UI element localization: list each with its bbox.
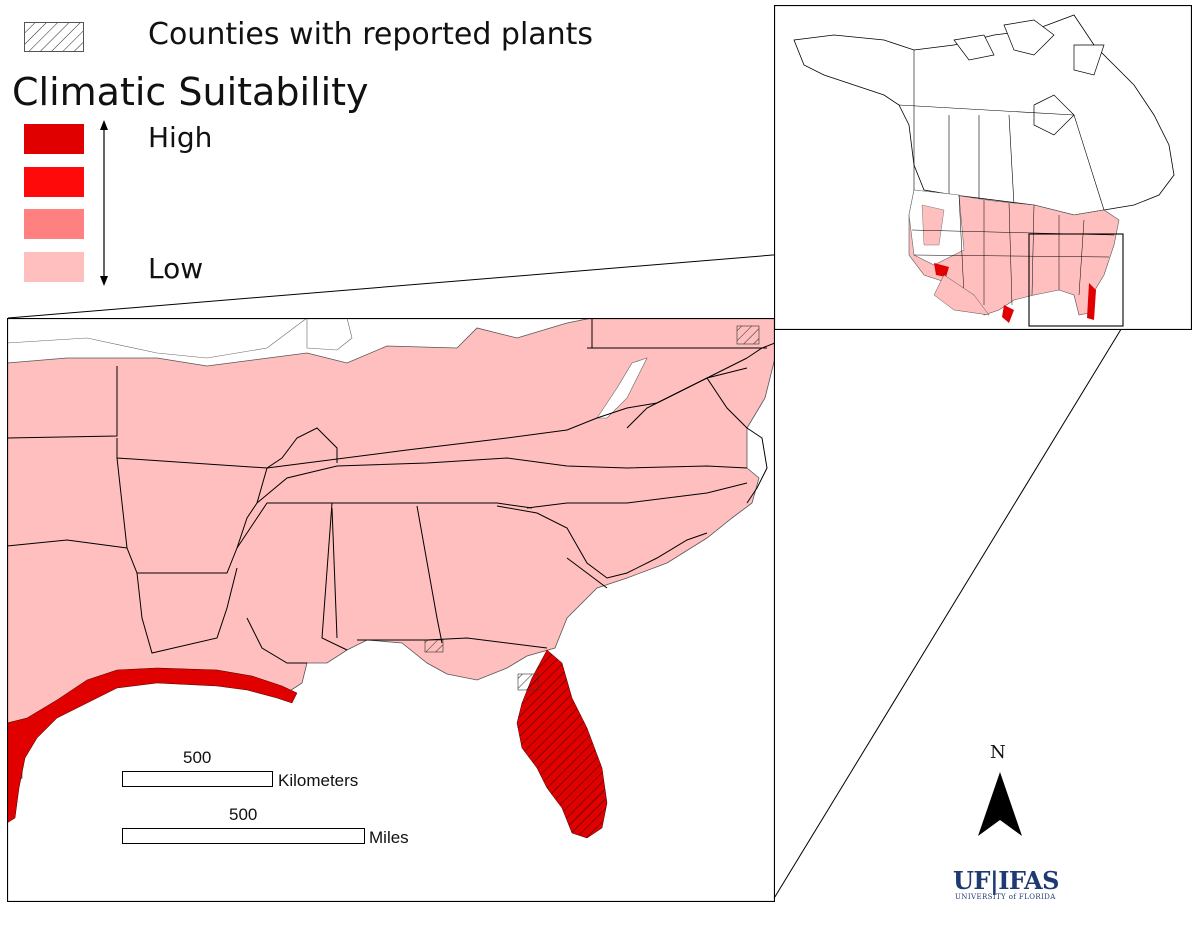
swatch-highest: [24, 124, 84, 154]
swatch-medium: [24, 209, 84, 239]
hatched-county: [424, 639, 444, 653]
mexico-region: [933, 274, 990, 316]
inset-extent-box: [1028, 233, 1124, 327]
scale-bar-mi: [122, 828, 365, 844]
water-gap: [306, 318, 353, 351]
us-state-borders: [911, 194, 1115, 306]
scale-mi-value: 500: [229, 805, 258, 824]
north-label: N: [990, 742, 1006, 763]
main-map: [7, 318, 775, 902]
coastline-accent: [746, 342, 775, 359]
gradient-arrow: [100, 120, 108, 286]
main-map-frame: [7, 318, 775, 902]
arctic-island: [1073, 44, 1105, 76]
appalachian-gap: [596, 357, 648, 419]
northern-gap: [7, 318, 308, 359]
inset-map: [774, 5, 1192, 330]
north-arrow-icon: [978, 772, 1022, 836]
ufifas-logo: UF|IFAS: [953, 866, 1060, 895]
hudson-bay: [1033, 94, 1075, 136]
ufifas-logo-subtitle: UNIVERSITY of FLORIDA: [955, 893, 1056, 901]
inset-high-southwest: [934, 263, 949, 277]
legend-title: Climatic Suitability: [12, 70, 369, 114]
arctic-island: [953, 34, 995, 61]
scale-km-unit: Kilometers: [278, 771, 359, 790]
florida-hatch: [517, 650, 607, 838]
arctic-island: [1003, 19, 1055, 56]
scale-mi-unit: Miles: [369, 828, 409, 847]
inset-high-florida: [1087, 283, 1096, 320]
hatch-legend-label: Counties with reported plants: [148, 17, 594, 52]
level-low-label: Low: [148, 252, 204, 285]
scale-bar-km: [122, 771, 273, 787]
state-borders: [7, 318, 767, 664]
hatched-county: [517, 673, 539, 691]
atlantic-coastline: [746, 427, 768, 504]
canada-province-borders: [898, 50, 1105, 211]
hatch-legend-swatch: [24, 22, 84, 52]
level-high-label: High: [148, 121, 213, 154]
inset-high-texas: [1002, 305, 1014, 323]
swatch-low: [24, 252, 84, 282]
gulf-coast-high-suitability: [7, 667, 298, 824]
western-us-low-patch: [921, 204, 945, 246]
hatched-county: [736, 325, 760, 345]
swatch-high: [24, 167, 84, 197]
scale-km-value: 500: [183, 748, 212, 767]
